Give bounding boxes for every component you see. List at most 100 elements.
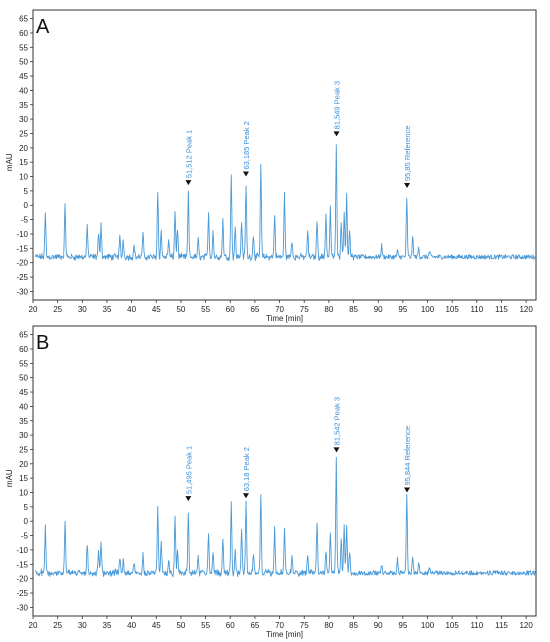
panel-a-peak-label: 95,85 Reference <box>403 126 412 181</box>
panel-a-peak-marker <box>185 180 192 186</box>
panel-b-x-tick-label: 20 <box>29 621 38 630</box>
panel-b-peak-label: 95,844 Reference <box>403 426 412 486</box>
panel-b-y-tick-label: 5 <box>24 503 29 512</box>
panel-a-x-tick-label: 40 <box>127 305 136 314</box>
panel-b-x-tick-label: 80 <box>324 621 333 630</box>
panel-b-y-tick-label: 35 <box>19 417 28 426</box>
panel-a-y-tick-label: 5 <box>24 187 29 196</box>
panel-b-y-tick-label: 20 <box>19 460 28 469</box>
panel-a-y-tick-label: 40 <box>19 86 28 95</box>
panel-a-peak-marker <box>404 183 411 189</box>
panel-b-plot-frame <box>32 325 537 617</box>
panel-b-x-tick-label: 85 <box>349 621 358 630</box>
panel-b-y-tick-label: -5 <box>21 532 29 541</box>
panel-a-x-tick-label: 85 <box>349 305 358 314</box>
panel-b-y-tick-label: 30 <box>19 431 28 440</box>
panel-a-x-tick-label: 120 <box>519 305 533 314</box>
panel-a-x-tick-label: 100 <box>421 305 435 314</box>
panel-a-x-tick-label: 70 <box>275 305 284 314</box>
panel-a-chart: A -30 -25 -20 -15 -10 -5 0 5 10 15 20 25 30 35 40 45 50 55… <box>5 9 537 323</box>
panel-a-y-tick-label: 50 <box>19 58 28 67</box>
panel-b-x-tick-label: 35 <box>103 621 112 630</box>
panel-a-x-tick-label: 65 <box>250 305 259 314</box>
panel-b-x-tick-label: 120 <box>519 621 533 630</box>
panel-a-panel-label: A <box>36 16 50 38</box>
panel-a-y-tick-label: 45 <box>19 72 28 81</box>
panel-a-peak-label: 81,549 Peak 3 <box>333 81 342 129</box>
panel-a-x-tick-label: 55 <box>201 305 210 314</box>
panel-b-y-tick-label: -10 <box>16 546 28 555</box>
panel-a-x-tick-label: 35 <box>103 305 112 314</box>
panel-a-x-tick-label: 30 <box>78 305 87 314</box>
panel-a-y-axis-label: mAU <box>5 153 14 171</box>
panel-b-y-tick-label: 55 <box>19 359 28 368</box>
panel-a-y-tick-label: -5 <box>21 216 29 225</box>
panel-b-x-tick-label: 115 <box>495 621 508 630</box>
panel-a-x-axis-label: Time [min] <box>266 314 303 323</box>
panel-a-y-tick-label: -30 <box>16 287 28 296</box>
panel-a-x-tick-label: 90 <box>374 305 383 314</box>
panel-b-peak-marker <box>242 493 249 499</box>
panel-a-plot-frame <box>32 9 537 301</box>
panel-a-y-tick-label: 60 <box>19 29 28 38</box>
panel-a-x-tick-label: 110 <box>470 305 483 314</box>
panel-b-peak-label: 81,542 Peak 3 <box>332 397 341 445</box>
panel-b-y-tick-label: -30 <box>16 603 28 612</box>
panel-b-peak-marker <box>185 496 192 502</box>
panel-b-x-tick-label: 100 <box>421 621 435 630</box>
panel-b-x-tick-label: 25 <box>53 621 62 630</box>
panel-a-y-tick-label: 10 <box>19 173 28 182</box>
panel-b-peak-label: 51,495 Peak 1 <box>184 446 193 494</box>
panel-b-x-tick-label: 110 <box>470 621 483 630</box>
panel-b-peak-marker <box>404 487 411 493</box>
panel-a-y-tick-label: -15 <box>16 244 28 253</box>
panel-a-x-tick-label: 80 <box>324 305 333 314</box>
panel-a-peak-label: 51,512 Peak 1 <box>184 130 193 178</box>
panel-b-x-tick-label: 105 <box>445 621 459 630</box>
panel-b-y-axis-label: mAU <box>5 469 14 487</box>
panel-a-x-tick-label: 105 <box>445 305 459 314</box>
panel-b-x-tick-label: 90 <box>374 621 383 630</box>
panel-b-chart: B -30 -25 -20 -15 -10 -5 0 5 10 15 20 25 30 35 40 45 50 55… <box>5 325 537 639</box>
panel-a-y-tick-label: 25 <box>19 129 28 138</box>
panel-a-x-tick-label: 45 <box>152 305 161 314</box>
panel-b-y-tick-label: -20 <box>16 575 28 584</box>
panel-a-x-tick-label: 50 <box>176 305 185 314</box>
panel-b-y-tick-label: 45 <box>19 388 28 397</box>
panel-b-y-tick-label: -25 <box>16 589 28 598</box>
panel-a-y-tick-label: 30 <box>19 115 28 124</box>
panel-b-x-tick-label: 65 <box>250 621 259 630</box>
panel-b-y-tick-label: 60 <box>19 345 28 354</box>
panel-a-x-tick-label: 115 <box>495 305 508 314</box>
panel-b-trace-line <box>35 456 536 578</box>
panel-a-y-tick-label: 65 <box>19 15 28 24</box>
panel-b-y-tick-label: 25 <box>19 445 28 454</box>
panel-a-x-tick-label: 60 <box>226 305 235 314</box>
panel-a-peak-marker <box>242 171 249 177</box>
panel-b-x-tick-label: 60 <box>226 621 235 630</box>
panel-a-y-tick-label: -10 <box>16 230 28 239</box>
panel-a-peak-marker <box>333 131 340 137</box>
panel-b-x-tick-label: 95 <box>398 621 407 630</box>
panel-b-x-tick-label: 70 <box>275 621 284 630</box>
panel-a-peak-label: 63,185 Peak 2 <box>242 121 251 169</box>
panel-b-x-tick-label: 30 <box>78 621 87 630</box>
panel-b-x-tick-label: 50 <box>176 621 185 630</box>
panel-a-y-tick-label: 15 <box>19 158 28 167</box>
panel-b-y-tick-label: 0 <box>24 517 29 526</box>
panel-b-x-tick-label: 40 <box>127 621 136 630</box>
panel-a-y-tick-label: -25 <box>16 273 28 282</box>
panel-b-y-tick-label: 40 <box>19 402 28 411</box>
panel-a-trace-line <box>35 144 536 262</box>
panel-a-x-tick-label: 95 <box>398 305 407 314</box>
panel-b-panel-label: B <box>36 332 49 354</box>
panel-b-y-tick-label: -15 <box>16 560 28 569</box>
panel-a-y-tick-label: 55 <box>19 43 28 52</box>
panel-b-peak-label: 63,18 Peak 2 <box>242 447 251 491</box>
panel-a-x-tick-label: 75 <box>300 305 309 314</box>
panel-a-x-tick-label: 20 <box>29 305 38 314</box>
panel-b-y-tick-label: 15 <box>19 474 28 483</box>
panel-b-x-axis-label: Time [min] <box>266 630 303 639</box>
panel-b-x-tick-label: 55 <box>201 621 210 630</box>
